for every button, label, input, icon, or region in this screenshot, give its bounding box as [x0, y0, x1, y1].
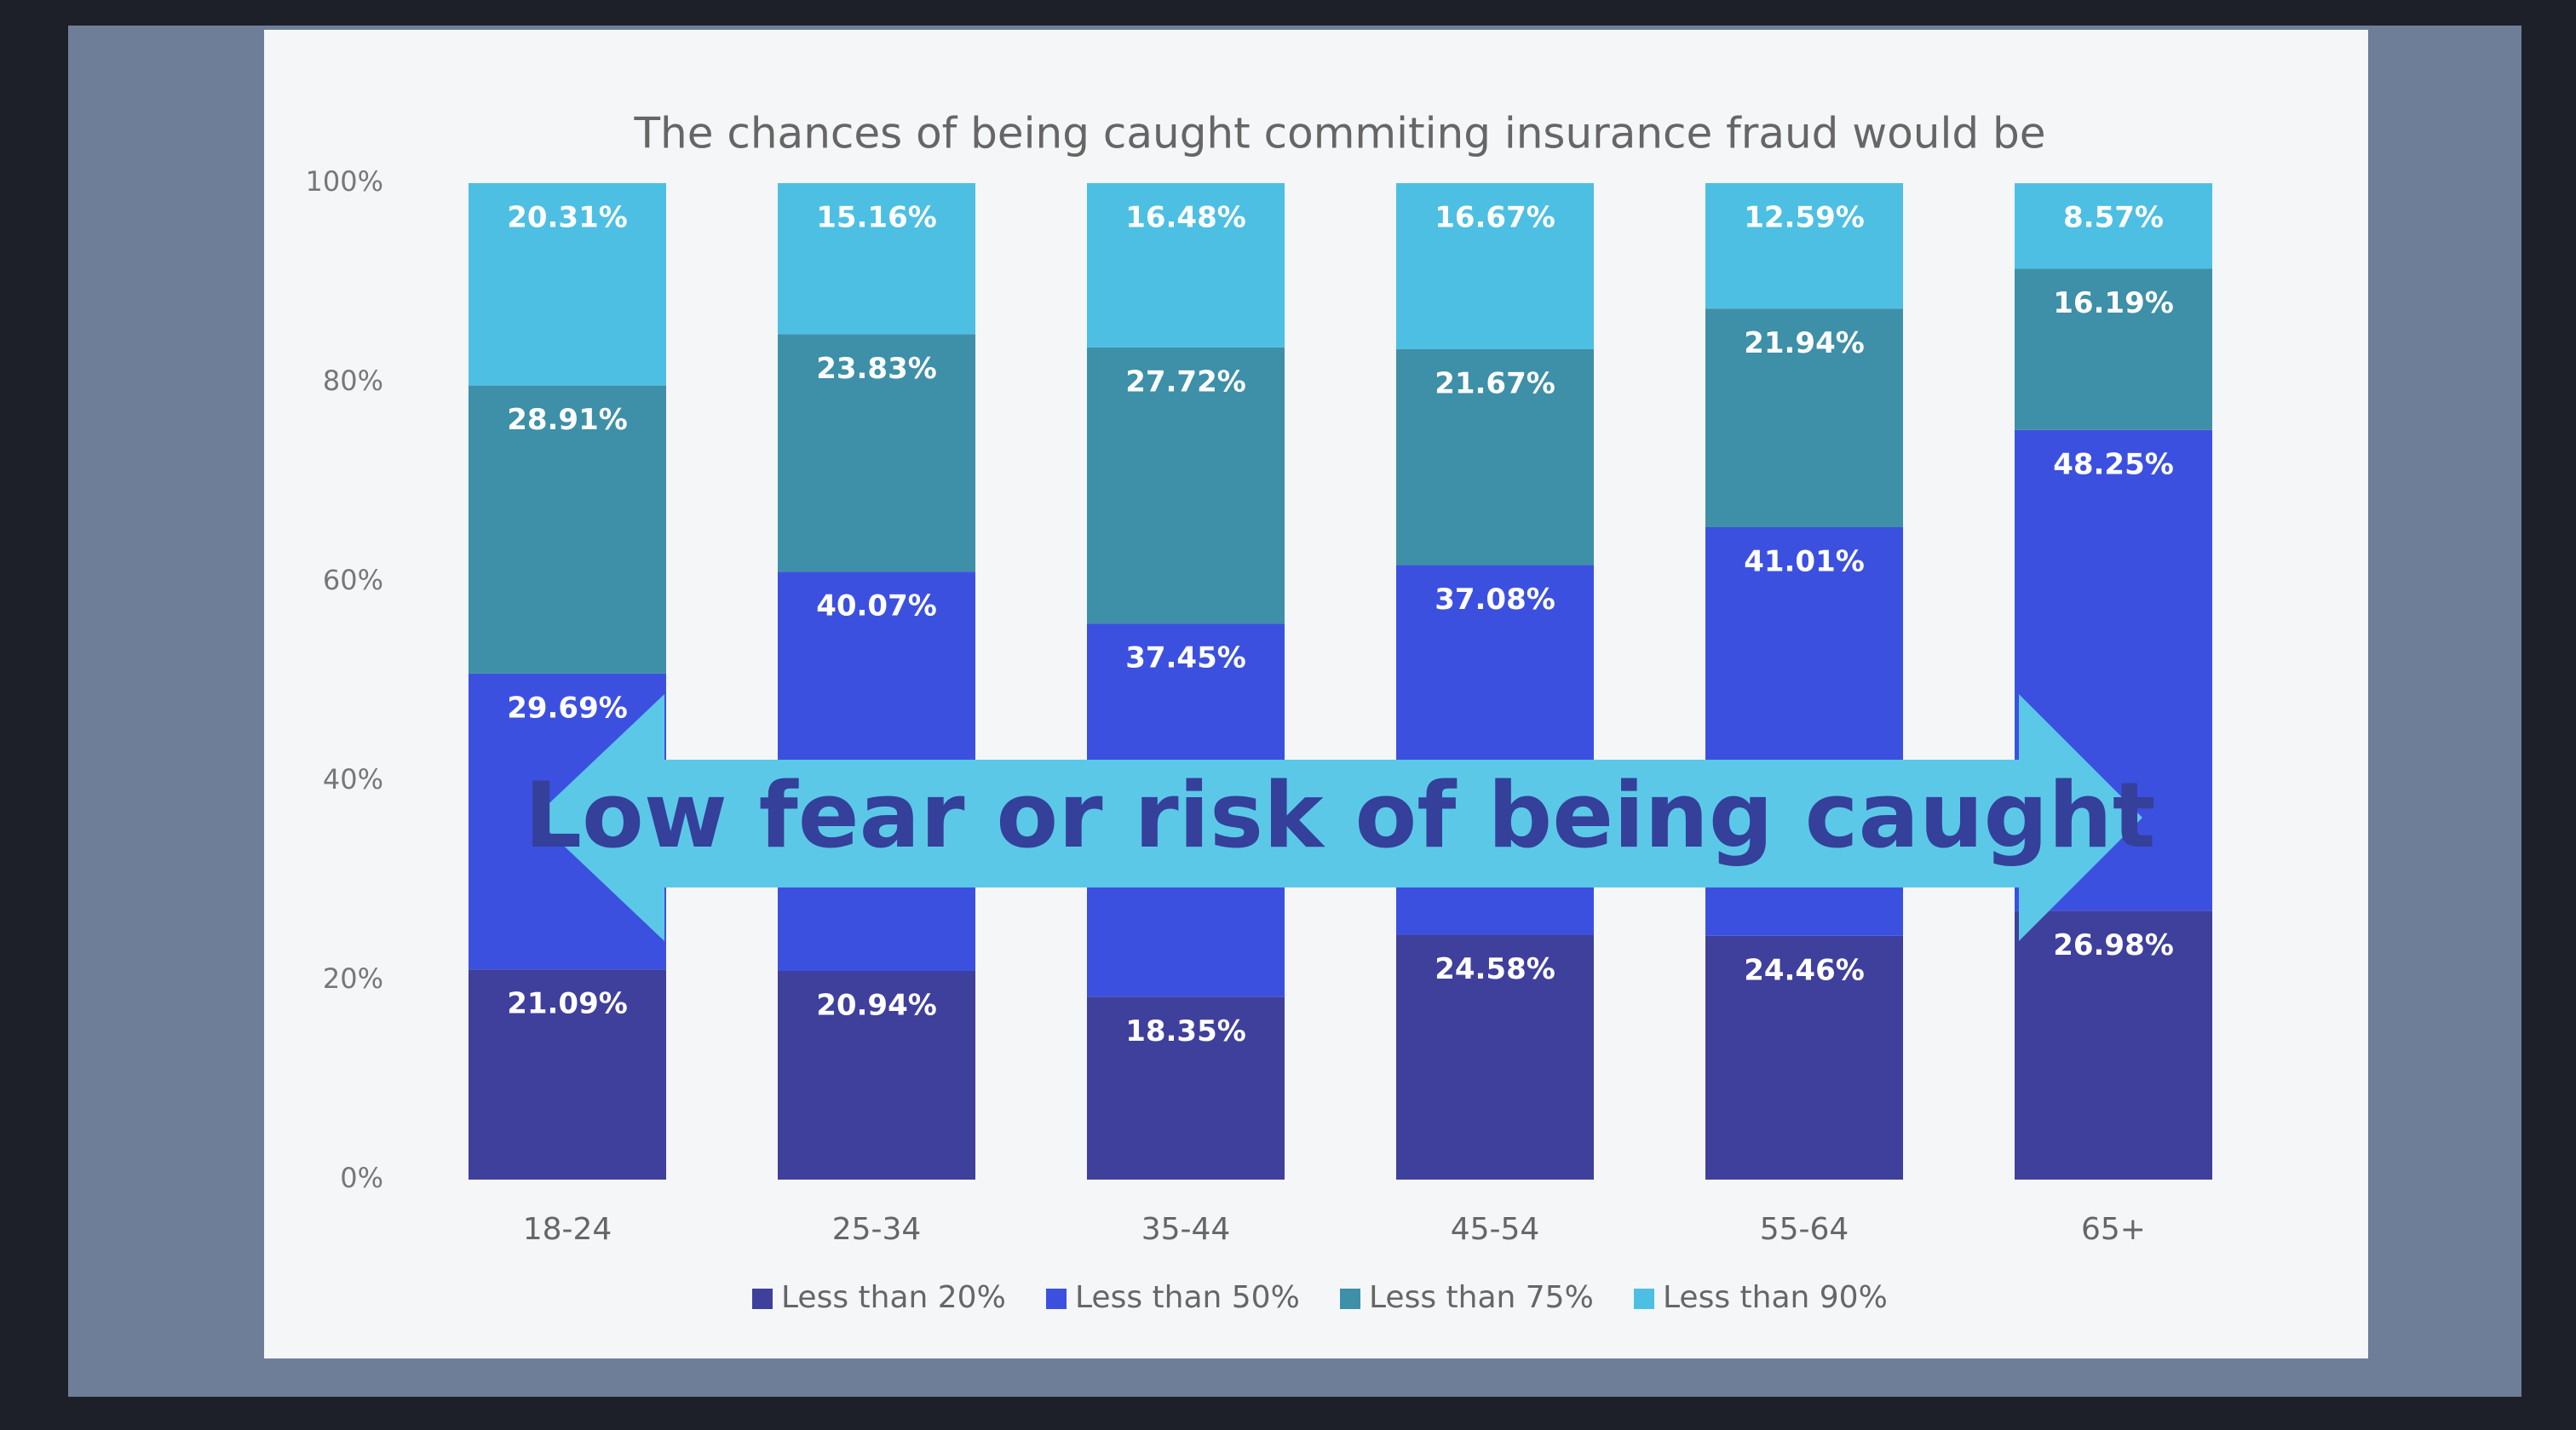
- x-tick-label: 45-54: [1451, 1212, 1540, 1247]
- legend-label: Less than 20%: [781, 1280, 1006, 1315]
- legend-swatch: [752, 1289, 773, 1309]
- value-label: 16.19%: [2053, 286, 2174, 320]
- x-tick-label: 55-64: [1760, 1212, 1849, 1247]
- bar-segment: [1396, 934, 1594, 1180]
- bar-segment: [2015, 183, 2212, 269]
- value-label: 29.69%: [507, 691, 628, 725]
- bar-segment: [1087, 347, 1285, 624]
- value-label: 24.46%: [1744, 953, 1865, 987]
- legend-label: Less than 50%: [1075, 1280, 1300, 1315]
- value-label: 20.94%: [816, 989, 937, 1023]
- value-label: 21.09%: [507, 987, 628, 1021]
- value-label: 26.98%: [2053, 928, 2174, 962]
- legend-swatch: [1340, 1289, 1360, 1309]
- value-label: 12.59%: [1744, 201, 1865, 235]
- legend-swatch: [1634, 1289, 1654, 1309]
- value-label: 28.91%: [507, 403, 628, 437]
- legend-swatch: [1046, 1289, 1067, 1309]
- bar-segment: [778, 971, 975, 1180]
- bar-segment: [2015, 910, 2212, 1180]
- bar-segment: [1396, 349, 1594, 566]
- annotation-arrow: [534, 694, 2142, 941]
- bar-segment: [469, 969, 666, 1180]
- value-label: 18.35%: [1125, 1014, 1246, 1048]
- legend-label: Less than 90%: [1663, 1280, 1888, 1315]
- bar-segment: [1705, 308, 1903, 528]
- value-label: 21.67%: [1435, 367, 1555, 401]
- bar-segment: [778, 183, 975, 335]
- bar-segment: [778, 334, 975, 572]
- x-tick-label: 25-34: [832, 1212, 922, 1247]
- value-label: 16.67%: [1435, 201, 1555, 235]
- value-label: 23.83%: [816, 352, 937, 386]
- value-label: 15.16%: [816, 201, 937, 235]
- y-tick-label: 80%: [323, 365, 383, 397]
- value-label: 48.25%: [2053, 447, 2174, 481]
- y-tick-label: 0%: [340, 1162, 383, 1194]
- value-label: 8.57%: [2063, 201, 2164, 235]
- y-tick-label: 60%: [323, 564, 383, 596]
- bar-segment: [1087, 996, 1285, 1180]
- bar-segment: [2015, 268, 2212, 430]
- bar-segment: [1705, 935, 1903, 1180]
- x-tick-label: 65+: [2081, 1212, 2146, 1247]
- bar-segment: [1396, 183, 1594, 350]
- value-label: 21.94%: [1744, 326, 1865, 360]
- value-label: 41.01%: [1744, 545, 1865, 579]
- x-tick-label: 35-44: [1141, 1212, 1231, 1247]
- bar-segment: [1087, 183, 1285, 347]
- y-tick-label: 40%: [323, 763, 383, 795]
- value-label: 40.07%: [816, 589, 937, 623]
- legend-label: Less than 75%: [1369, 1280, 1594, 1315]
- value-label: 37.08%: [1435, 583, 1555, 617]
- value-label: 20.31%: [507, 201, 628, 235]
- value-label: 27.72%: [1125, 365, 1246, 399]
- annotation: Low fear or risk of being caught: [524, 763, 2155, 868]
- y-tick-label: 20%: [323, 962, 383, 995]
- value-label: 16.48%: [1125, 201, 1246, 235]
- x-tick-label: 18-24: [523, 1212, 612, 1247]
- bar-segment: [1705, 183, 1903, 309]
- value-label: 37.45%: [1125, 641, 1246, 675]
- y-tick-label: 100%: [306, 165, 383, 198]
- value-label: 24.58%: [1435, 952, 1555, 986]
- chart-title: The chances of being caught commiting in…: [633, 109, 2045, 158]
- bar-segment: [469, 183, 666, 386]
- bar-segment: [469, 385, 666, 674]
